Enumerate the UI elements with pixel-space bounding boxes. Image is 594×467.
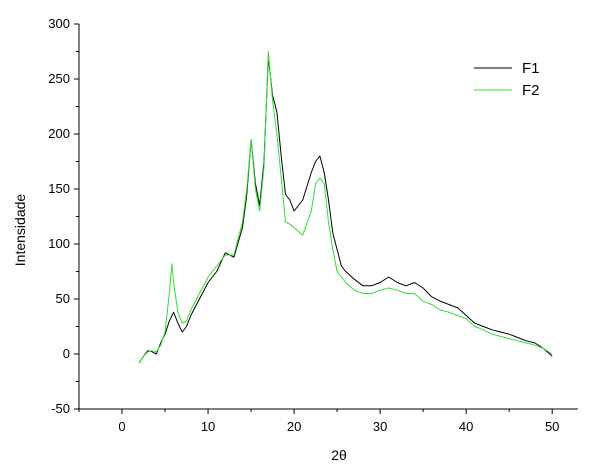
y-tick-label: 0 (63, 346, 70, 361)
y-tick-label: 100 (48, 236, 70, 251)
y-tick-label: 200 (48, 126, 70, 141)
x-axis-ticks: 0 10 20 30 40 50 (78, 409, 559, 434)
x-tick-label: 50 (545, 419, 559, 434)
x-tick-label: 10 (201, 419, 215, 434)
y-tick-label: 150 (48, 181, 70, 196)
y-tick-label: -50 (51, 401, 70, 416)
plot-area (138, 51, 553, 364)
y-axis-title: Intensidade (12, 194, 28, 267)
x-tick-label: 40 (459, 419, 473, 434)
y-tick-label: 300 (48, 16, 70, 31)
y-axis-ticks: -50 0 50 100 150 200 250 300 (48, 16, 79, 416)
y-tick-label: 250 (48, 71, 70, 86)
x-tick-label: 0 (118, 419, 125, 434)
series-line-f2 (138, 51, 553, 364)
x-tick-label: 30 (373, 419, 387, 434)
legend-label-f2: F2 (522, 82, 540, 99)
legend-label-f1: F1 (522, 60, 540, 77)
x-tick-label: 20 (287, 419, 301, 434)
y-tick-label: 50 (56, 291, 70, 306)
x-axis-title: 2θ (331, 447, 347, 463)
series-line-f1 (138, 56, 553, 364)
